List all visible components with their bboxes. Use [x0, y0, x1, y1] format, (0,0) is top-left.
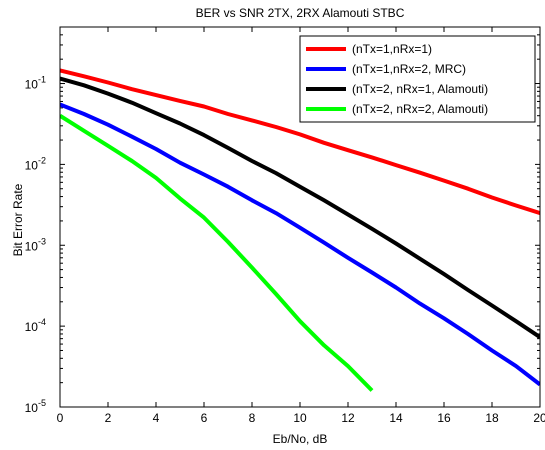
x-axis-label: Eb/No, dB — [273, 432, 328, 446]
legend-label: (nTx=1,nRx=2, MRC) — [352, 62, 466, 76]
series-layer — [60, 68, 540, 392]
legend-label: (nTx=2, nRx=1, Alamouti) — [352, 82, 488, 96]
y-tick-base: 10 — [25, 239, 39, 253]
x-tick-label: 8 — [249, 411, 256, 425]
y-tick-label: 10-5 — [25, 398, 46, 415]
legend: (nTx=1,nRx=1) (nTx=1,nRx=2, MRC) (nTx=2, n… — [299, 35, 536, 123]
y-tick-exponent: -3 — [38, 236, 46, 246]
x-tick-label: 4 — [153, 411, 160, 425]
y-axis-label: Bit Error Rate — [11, 183, 25, 256]
y-tick-exponent: -1 — [38, 75, 46, 85]
x-tick-label: 12 — [341, 411, 355, 425]
x-tick-label: 6 — [201, 411, 208, 425]
x-tick-label: 14 — [389, 411, 403, 425]
x-tick-label: 2 — [105, 411, 112, 425]
y-tick-label: 10-4 — [25, 317, 46, 334]
legend-label: (nTx=1,nRx=1) — [352, 42, 432, 56]
x-tick-label: 18 — [485, 411, 499, 425]
series-line-4 — [60, 114, 374, 392]
series-line-1 — [60, 68, 540, 216]
y-tick-exponent: -5 — [38, 398, 46, 408]
y-tick-label: 10-2 — [25, 155, 46, 172]
y-tick-base: 10 — [25, 78, 39, 92]
x-tick-label: 16 — [437, 411, 451, 425]
y-tick-label: 10-1 — [25, 75, 46, 92]
series-line-2 — [60, 102, 540, 387]
y-tick-label: 10-3 — [25, 236, 46, 253]
x-tick-label: 20 — [533, 411, 545, 425]
y-tick-base: 10 — [25, 158, 39, 172]
x-tick-label: 0 — [57, 411, 64, 425]
legend-label: (nTx=2, nRx=2, Alamouti) — [352, 102, 488, 116]
y-tick-exponent: -2 — [38, 155, 46, 165]
y-tick-exponent: -4 — [38, 317, 46, 327]
chart-title: BER vs SNR 2TX, 2RX Alamouti STBC — [196, 6, 405, 20]
series-line-3 — [60, 76, 540, 339]
plot-frame — [59, 26, 541, 408]
x-tick-label: 10 — [293, 411, 307, 425]
y-tick-base: 10 — [25, 320, 39, 334]
y-tick-base: 10 — [25, 401, 39, 415]
